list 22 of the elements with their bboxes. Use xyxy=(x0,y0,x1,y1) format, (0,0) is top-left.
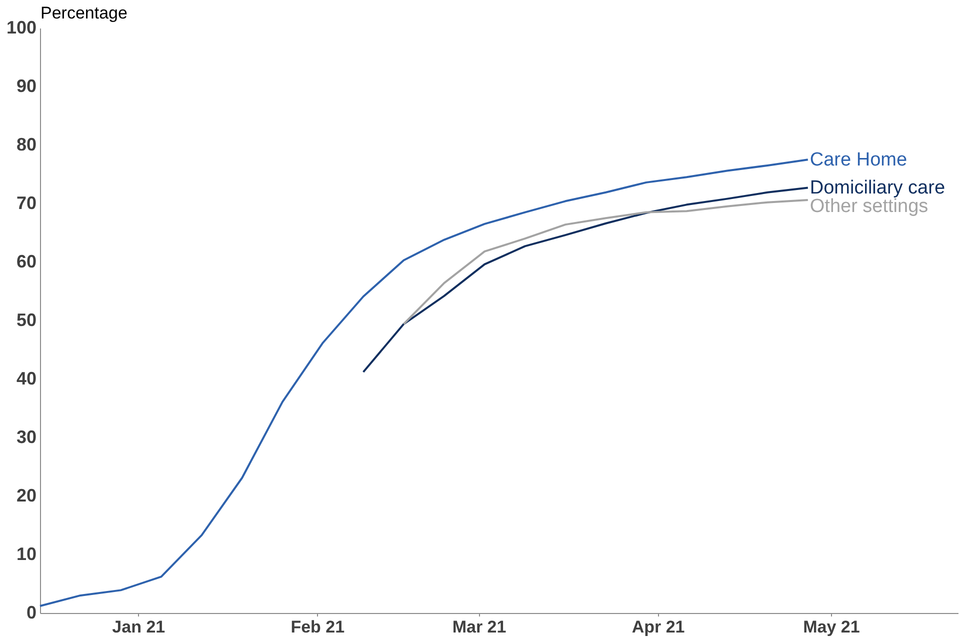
line-series xyxy=(402,198,809,326)
x-tick-label: May 21 xyxy=(803,618,860,636)
y-tick-label: 20 xyxy=(16,486,36,506)
line-series xyxy=(362,186,809,373)
x-tick-label: Feb 21 xyxy=(290,618,345,636)
series-label: Domiciliary care xyxy=(810,178,946,199)
y-tick-label: 0 xyxy=(26,602,36,622)
y-axis-title: Percentage xyxy=(40,4,128,22)
y-tick-label: 60 xyxy=(16,252,36,272)
y-tick-label: 90 xyxy=(16,76,36,96)
series-label: Care Home xyxy=(810,150,908,171)
y-tick-label: 40 xyxy=(16,368,36,388)
y-tick-label: 80 xyxy=(16,134,36,154)
y-tick-label: 100 xyxy=(6,18,36,38)
x-tick-label: Mar 21 xyxy=(452,618,506,636)
x-tick-label: Jan 21 xyxy=(112,618,166,636)
y-tick-label: 30 xyxy=(16,427,36,447)
y-tick-label: 70 xyxy=(16,193,36,213)
line-series xyxy=(39,158,809,607)
x-tick-label: Apr 21 xyxy=(632,618,685,636)
y-tick-label: 50 xyxy=(16,310,36,330)
y-tick-label: 10 xyxy=(16,544,36,564)
